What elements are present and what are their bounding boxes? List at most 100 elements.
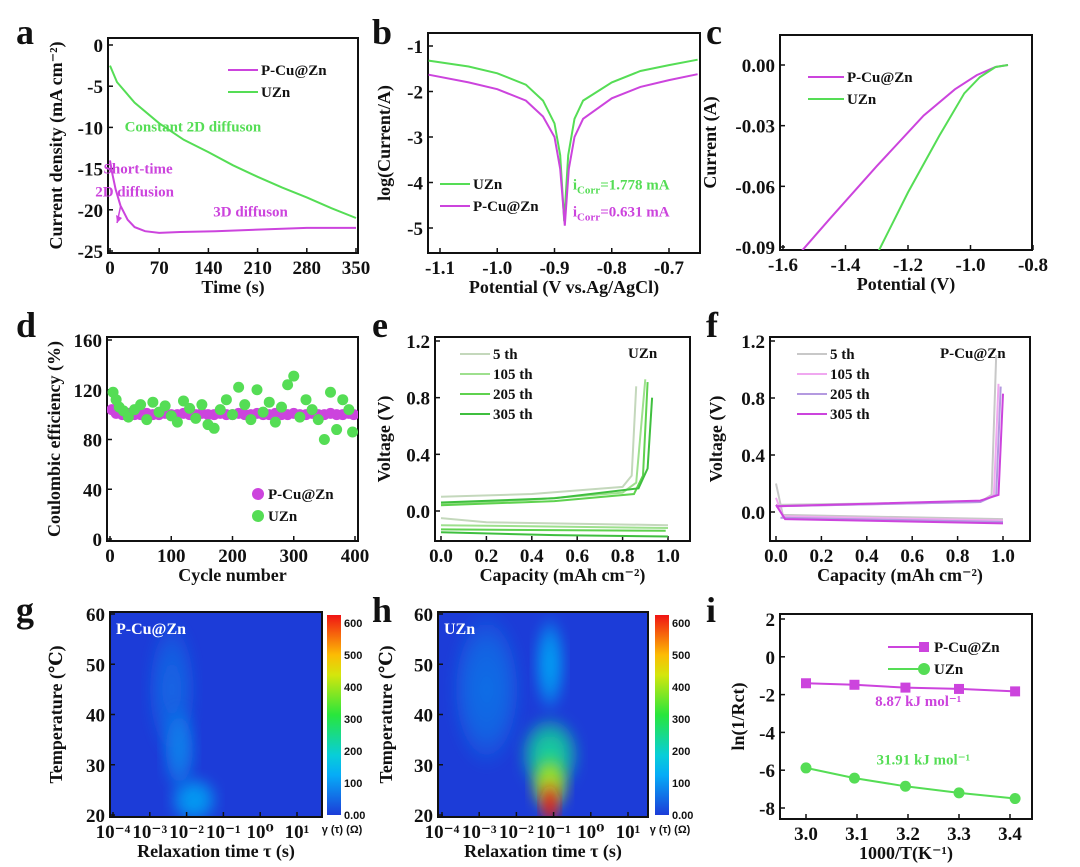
legend-label: 105 th <box>493 367 533 383</box>
y-axis-label: Current density (mA cm⁻²) <box>46 41 67 249</box>
panel-c: -1.6 -1.4 -1.2 -1.0 -0.8 0.00 -0.03 -0.06 -0.09 P… <box>700 12 1048 295</box>
y-tick-label: 40 <box>86 706 105 727</box>
y-tick-label: 0 <box>93 530 103 551</box>
x-axis-label: Relaxation time τ (s) <box>137 841 295 862</box>
annotation: 2D diffusion <box>95 185 174 201</box>
y-tick-label: 0.8 <box>741 389 765 410</box>
y-tick-label: -0.03 <box>735 117 775 138</box>
y-tick-label: 30 <box>414 756 433 777</box>
heatmap-peak <box>533 614 567 715</box>
colorbar-tick-label: 100 <box>344 778 362 790</box>
y-tick-label: -5 <box>407 219 423 240</box>
series-uzn-point <box>239 399 251 411</box>
annotation: 31.91 kJ mol⁻¹ <box>876 753 970 769</box>
legend-label: 305 th <box>830 407 870 423</box>
x-tick-label: 0.2 <box>810 546 834 567</box>
y-tick-label: -0.06 <box>735 177 775 198</box>
legend-label: UZn <box>261 85 291 101</box>
panel-letter: d <box>16 305 36 345</box>
series-105-th-line <box>775 383 1000 508</box>
series-105-th-line <box>440 379 647 505</box>
series-uzn-point <box>122 411 134 423</box>
series-uzn-point <box>306 404 318 416</box>
series-uzn-point <box>288 370 300 382</box>
colorbar-label: γ (τ) (Ω) <box>650 824 691 836</box>
series-uzn-point <box>331 424 343 436</box>
y-tick-label: 0.4 <box>741 446 765 467</box>
series-uzn-point <box>178 395 189 407</box>
legend-label: P-Cu@Zn <box>847 70 913 86</box>
legend-label: UZn <box>847 92 877 108</box>
colorbar-tick-label: 500 <box>344 650 362 662</box>
y-axis-label: Temperature (℃) <box>46 645 67 783</box>
colorbar-tick-label: 0.00 <box>672 810 693 822</box>
plot-frame <box>427 32 701 254</box>
x-tick-label: 10⁻¹ <box>206 822 241 843</box>
x-tick-label: 0.8 <box>611 546 635 567</box>
panel-title: UZn <box>628 346 658 362</box>
x-tick-label: 0.0 <box>764 546 788 567</box>
series-uzn-point <box>184 402 196 414</box>
series-uzn-point <box>269 416 281 428</box>
y-axis-label: Voltage (V) <box>706 396 727 483</box>
x-tick-label: 350 <box>342 258 371 279</box>
x-tick-label: 300 <box>280 546 309 567</box>
y-tick-label: 0.00 <box>742 56 775 77</box>
series-uzn-point <box>135 399 147 411</box>
legend-label: UZn <box>268 509 298 525</box>
y-tick-label: 60 <box>86 605 105 626</box>
panel-title: P-Cu@Zn <box>116 621 186 638</box>
panel-title: UZn <box>444 621 475 638</box>
panel-letter: g <box>16 590 34 630</box>
x-tick-label: -0.8 <box>597 258 627 279</box>
plot-frame <box>434 336 691 542</box>
panel-letter: f <box>706 305 719 345</box>
legend-label: 5 th <box>493 347 518 363</box>
legend: P-Cu@Zn UZn <box>888 640 1000 678</box>
heatmap-h <box>438 612 648 817</box>
panel-letter: b <box>372 12 392 52</box>
series-uzn-point <box>257 406 269 418</box>
x-tick-label: 0.4 <box>855 546 879 567</box>
series-p-cu-zn-marker <box>1010 686 1021 697</box>
series-205-th-discharge-line <box>780 516 1004 523</box>
series-uzn-point <box>147 396 159 408</box>
y-tick-label: 0.0 <box>406 502 430 523</box>
x-axis-label: 1000/T(K⁻¹) <box>859 843 953 864</box>
panel-d: 0 100 200 300 400 0 40 80 120 160 Cycle number Coul… <box>16 305 369 585</box>
series-uzn-point <box>196 399 208 411</box>
y-tick-label: 160 <box>74 331 103 352</box>
y-tick-label: 0.4 <box>406 445 430 466</box>
legend: 5 th 105 th 205 th 305 th <box>797 347 870 423</box>
x-tick-label: 10¹ <box>616 822 641 843</box>
series-uzn-point <box>318 434 330 445</box>
legend-label: UZn <box>934 662 964 678</box>
series-5-th-line <box>775 355 998 506</box>
plot-frame <box>107 37 359 254</box>
x-tick-label: 10¹ <box>285 822 310 843</box>
series-uzn-point <box>141 414 153 426</box>
y-axis-label: Coulombic efficiency (%) <box>44 341 65 537</box>
y-tick-label: -6 <box>759 761 775 782</box>
x-tick-label: -1.0 <box>482 258 512 279</box>
x-tick-label: 10⁰ <box>247 822 274 843</box>
y-tick-label: 50 <box>414 655 433 676</box>
series-uzn-marker <box>848 772 860 784</box>
y-tick-label: 1.2 <box>741 332 765 353</box>
y-tick-label: 30 <box>86 756 105 777</box>
x-tick-label: 1.0 <box>991 546 1015 567</box>
y-tick-label: -4 <box>407 174 423 195</box>
panel-a: 0 70 140 210 280 350 0 -5 -10 -15 -20 -25 Time (s) Cu… <box>16 12 370 298</box>
y-tick-label: 2 <box>766 610 776 631</box>
legend-marker <box>918 663 930 675</box>
y-tick-label: 40 <box>414 706 433 727</box>
series-uzn-point <box>159 400 171 412</box>
y-tick-label: 80 <box>83 431 102 452</box>
series-uzn-point <box>312 414 324 426</box>
x-tick-label: 3.2 <box>896 824 920 845</box>
x-tick-label: 200 <box>218 546 247 567</box>
series-uzn-point <box>343 404 355 416</box>
series-uzn-point <box>347 426 358 438</box>
y-tick-label: 120 <box>74 381 103 402</box>
